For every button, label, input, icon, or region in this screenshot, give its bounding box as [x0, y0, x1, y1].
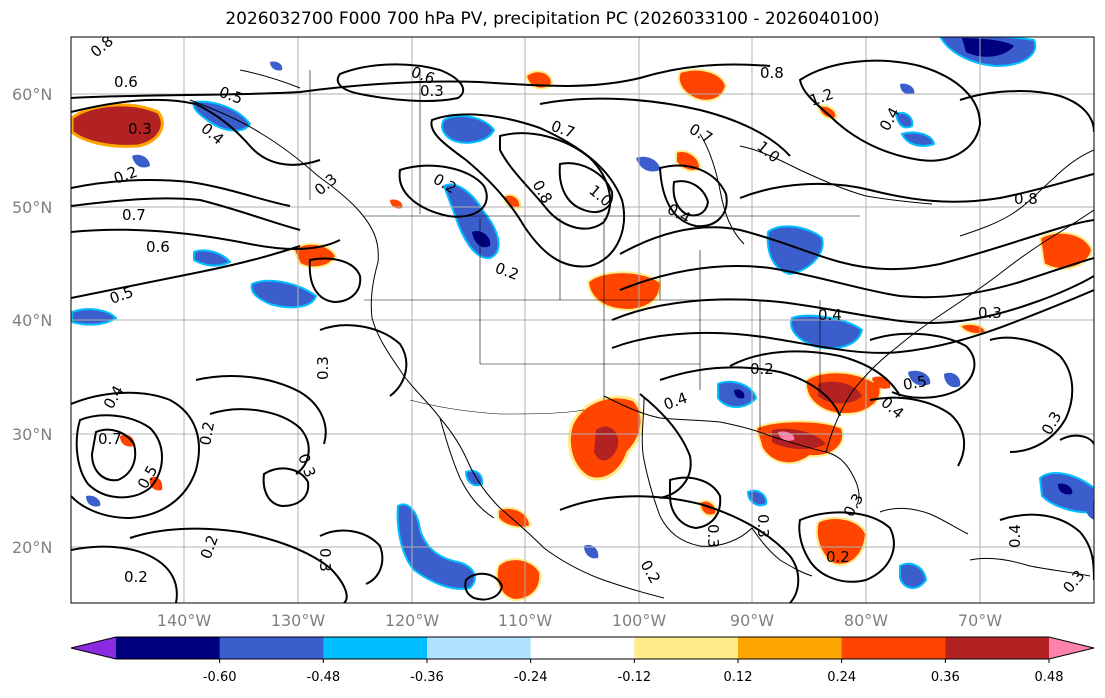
colorbar-tick-label: -0.60	[203, 670, 237, 685]
contour-label: 0.2	[750, 360, 774, 378]
contour-label: 0.7	[122, 206, 146, 224]
contour-label: 0.3	[316, 548, 334, 572]
graticule	[71, 37, 1094, 603]
map-title: 2026032700 F000 700 hPa PV, precipitatio…	[225, 9, 880, 29]
lon-label: 100°W	[612, 611, 667, 630]
contour-label: 0.2	[826, 548, 850, 566]
colorbar-extend-low	[71, 637, 116, 659]
colorbar-tick-label: 0.12	[724, 670, 753, 685]
lon-label: 70°W	[958, 611, 1002, 630]
contour-label: 0.3	[420, 82, 444, 100]
contour-label: 0.5	[902, 372, 929, 394]
colorbar-swatch	[116, 637, 221, 659]
colorbar-tick-label: -0.48	[307, 670, 341, 685]
lon-label: 110°W	[498, 611, 553, 630]
contour-label: 0.3	[704, 524, 722, 548]
colorbar: -0.60 -0.48 -0.36 -0.24 -0.12 0.12 0.24 0.36 0.4…	[70, 636, 1095, 685]
contour-label: 0.8	[1014, 190, 1038, 208]
borders	[309, 70, 860, 430]
map-panel: 0.8 0.6 0.5 0.4 0.3 0.2 0.7 0.6 0.5 0.4 …	[71, 37, 1094, 603]
longitude-labels: 140°W 130°W 120°W 110°W 100°W 90°W 80°W …	[157, 611, 1002, 630]
contour-label: 0.2	[124, 568, 148, 586]
contour-label: 0.8	[760, 64, 784, 82]
lon-label: 140°W	[157, 611, 212, 630]
lat-label: 60°N	[12, 85, 52, 104]
colorbar-swatch	[945, 637, 1050, 659]
contour-label: 0.6	[114, 73, 138, 91]
contour-label: 0.4	[1006, 524, 1024, 548]
colorbar-tick-label: -0.36	[410, 670, 444, 685]
colorbar-swatch	[634, 637, 739, 659]
colorbar-outline	[70, 636, 1095, 660]
contour-label: 0.3	[314, 356, 332, 380]
colorbar-boxes	[71, 637, 1094, 659]
contour-label: 0.7	[98, 430, 122, 448]
latitude-labels: 60°N 50°N 40°N 30°N 20°N	[12, 85, 52, 557]
lat-label: 40°N	[12, 311, 52, 330]
colorbar-tick-label: 0.48	[1035, 670, 1064, 685]
pv-contours	[71, 59, 1094, 603]
lon-label: 130°W	[271, 611, 326, 630]
colorbar-swatch	[530, 637, 635, 659]
contour-label: 0.4	[818, 306, 842, 324]
colorbar-extend-high	[1049, 637, 1094, 659]
colorbar-swatch	[323, 637, 428, 659]
lat-label: 20°N	[12, 538, 52, 557]
precip-positive-areas	[71, 68, 1094, 602]
lon-label: 90°W	[730, 611, 774, 630]
lon-label: 120°W	[385, 611, 440, 630]
contour-label: 0.3	[978, 304, 1002, 322]
colorbar-tick-label: 0.24	[827, 670, 856, 685]
colorbar-swatch	[738, 637, 843, 659]
contour-label: 0.3	[128, 120, 152, 138]
colorbar-swatch	[219, 637, 324, 659]
colorbar-swatch	[427, 637, 532, 659]
lon-label: 80°W	[844, 611, 888, 630]
map-border	[70, 36, 1095, 604]
colorbar-tick-label: 0.36	[931, 670, 960, 685]
colorbar-tick-label: -0.12	[618, 670, 652, 685]
lat-label: 30°N	[12, 425, 52, 444]
colorbar-tick-label: -0.24	[514, 670, 548, 685]
lat-label: 50°N	[12, 198, 52, 217]
colorbar-ticks: -0.60 -0.48 -0.36 -0.24 -0.12 0.12 0.24 0.36 0.4…	[203, 659, 1064, 685]
precip-negative-areas	[71, 37, 1094, 590]
contour-label: 0.6	[146, 238, 170, 256]
colorbar-swatch	[841, 637, 946, 659]
contour-label: 0.2	[196, 420, 218, 447]
contour-label: 0.3	[754, 514, 772, 538]
